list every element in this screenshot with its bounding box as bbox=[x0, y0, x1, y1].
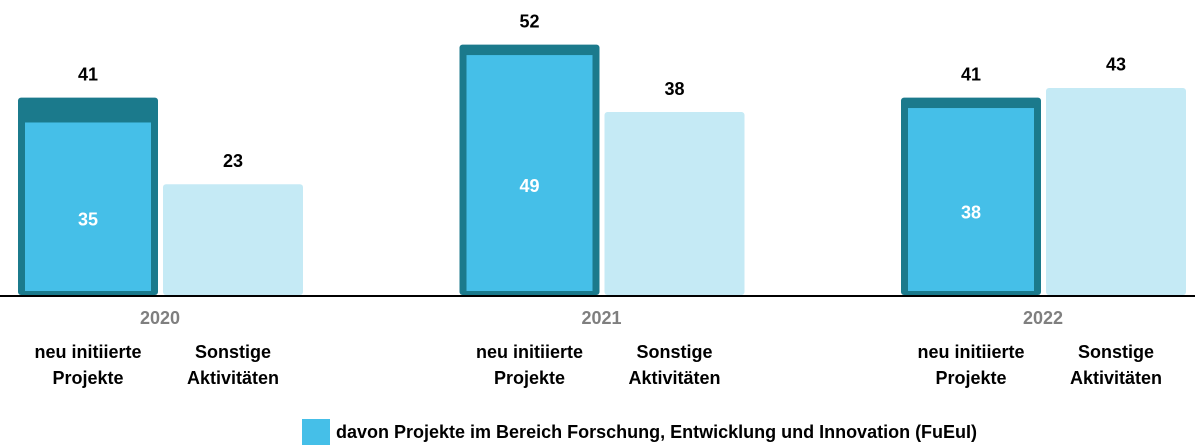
bar bbox=[466, 55, 593, 292]
bar bbox=[908, 108, 1034, 291]
value-label: 52 bbox=[519, 11, 539, 31]
bar bbox=[163, 184, 303, 295]
value-label: 38 bbox=[664, 79, 684, 99]
value-label: 23 bbox=[223, 151, 243, 171]
bar bbox=[25, 122, 151, 292]
legend-swatch bbox=[302, 419, 330, 445]
x-tick-label: 2020 bbox=[140, 308, 180, 328]
x-sub-label: neu initiierte Projekte bbox=[475, 342, 583, 388]
value-label: 41 bbox=[961, 64, 981, 84]
value-label: 49 bbox=[519, 176, 539, 196]
value-label: 35 bbox=[78, 209, 98, 229]
value-label: 38 bbox=[961, 202, 981, 222]
x-sub-label: neu initiierte Projekte bbox=[34, 342, 142, 388]
x-tick-label: 2021 bbox=[581, 308, 621, 328]
x-tick-label: 2022 bbox=[1023, 308, 1063, 328]
x-sub-label: neu initiierte Projekte bbox=[917, 342, 1025, 388]
legend-label: davon Projekte im Bereich Forschung, Ent… bbox=[336, 422, 977, 442]
x-sub-label: Sonstige Aktivitäten bbox=[1069, 342, 1163, 388]
bar bbox=[604, 112, 745, 295]
value-label: 43 bbox=[1106, 55, 1126, 75]
x-sub-label: Sonstige Aktivitäten bbox=[628, 342, 721, 388]
x-sub-label: Sonstige Aktivitäten bbox=[186, 342, 280, 388]
bar bbox=[1046, 87, 1186, 296]
value-label: 41 bbox=[78, 64, 98, 84]
